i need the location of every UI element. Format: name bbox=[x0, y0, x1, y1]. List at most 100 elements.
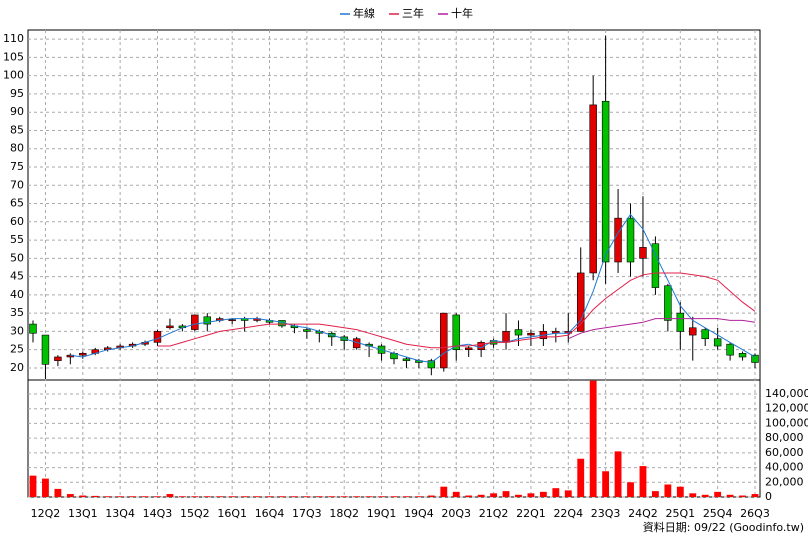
volume-bar bbox=[527, 493, 535, 497]
volume-bar bbox=[290, 496, 298, 497]
y-tick-label: 20 bbox=[10, 361, 24, 374]
volume-bar bbox=[378, 496, 385, 497]
volume-bar bbox=[353, 496, 361, 497]
legend-label: 三年 bbox=[402, 6, 424, 20]
volume-bar bbox=[340, 496, 348, 497]
candle-body bbox=[502, 331, 510, 343]
volume-bar bbox=[42, 478, 49, 497]
candle-body bbox=[166, 325, 174, 329]
volume-bar bbox=[253, 496, 261, 497]
candle-body bbox=[79, 353, 87, 356]
x-tick-label: 23Q3 bbox=[591, 507, 621, 520]
y-tick-label: 25 bbox=[10, 343, 24, 356]
volume-bar bbox=[651, 491, 659, 497]
candle-body bbox=[153, 331, 162, 343]
x-tick-label: 21Q2 bbox=[479, 507, 509, 520]
x-tick-label: 12Q2 bbox=[31, 507, 61, 520]
candle-body bbox=[191, 314, 199, 330]
candle-body bbox=[664, 285, 672, 321]
volume-bar bbox=[515, 494, 522, 497]
volume-bar bbox=[726, 494, 734, 497]
y-tick-label: 105 bbox=[3, 50, 24, 63]
candle-body bbox=[589, 104, 597, 274]
volume-bar bbox=[203, 496, 211, 497]
y-tick-label: 95 bbox=[10, 87, 24, 100]
y2-tick-label: 40,000 bbox=[765, 461, 804, 474]
volume-bar bbox=[141, 496, 149, 497]
volume-bar bbox=[178, 496, 186, 497]
x-tick-label: 20Q3 bbox=[441, 507, 471, 520]
volume-bar bbox=[104, 496, 112, 497]
x-tick-label: 16Q4 bbox=[255, 507, 285, 520]
volume-bar bbox=[415, 496, 423, 497]
volume-bar bbox=[191, 496, 199, 497]
volume-bar bbox=[216, 496, 224, 497]
candle-body bbox=[527, 332, 535, 336]
volume-bar bbox=[502, 491, 510, 497]
volume-bar bbox=[739, 495, 746, 497]
y-tick-label: 35 bbox=[10, 306, 24, 319]
ma-line bbox=[70, 213, 756, 364]
volume-bar bbox=[689, 493, 697, 497]
volume-bar bbox=[79, 495, 87, 497]
volume-bar bbox=[564, 490, 572, 497]
volume-bar bbox=[29, 475, 37, 497]
volume-bar bbox=[589, 380, 597, 497]
candle-body bbox=[726, 343, 734, 356]
volume-bar bbox=[490, 493, 498, 497]
y-tick-label: 55 bbox=[10, 233, 24, 246]
candle-body bbox=[651, 243, 660, 288]
y-tick-label: 30 bbox=[10, 324, 24, 337]
candle-body bbox=[402, 358, 411, 361]
x-tick-label: 13Q1 bbox=[68, 507, 98, 520]
candle-body bbox=[713, 338, 722, 347]
candle-body bbox=[440, 312, 448, 369]
x-tick-label: 25Q4 bbox=[703, 507, 733, 520]
volume-bar bbox=[701, 494, 709, 497]
x-tick-label: 19Q1 bbox=[367, 507, 397, 520]
volume-bar bbox=[365, 496, 373, 497]
candle-body bbox=[751, 354, 759, 363]
y-tick-label: 40 bbox=[10, 288, 24, 301]
candle-body bbox=[676, 312, 685, 332]
volume-bar bbox=[266, 496, 273, 497]
volume-bar bbox=[154, 496, 161, 497]
volume-bar bbox=[440, 486, 448, 497]
y2-tick-label: 0 bbox=[765, 490, 772, 503]
y-tick-label: 65 bbox=[10, 197, 24, 210]
x-tick-label: 26Q3 bbox=[740, 507, 770, 520]
plot-frame bbox=[27, 29, 761, 498]
volume-bar bbox=[602, 471, 610, 497]
y-tick-label: 45 bbox=[10, 270, 24, 283]
y-tick-label: 90 bbox=[10, 105, 24, 118]
volume-bar bbox=[166, 494, 174, 497]
x-tick-label: 22Q4 bbox=[553, 507, 583, 520]
y-tick-label: 60 bbox=[10, 215, 24, 228]
candle-body bbox=[228, 319, 236, 322]
volume-bar bbox=[577, 458, 585, 497]
x-tick-label: 16Q1 bbox=[217, 507, 247, 520]
y2-tick-label: 80,000 bbox=[765, 431, 804, 444]
candle-body bbox=[464, 347, 473, 350]
volume-bar bbox=[664, 484, 672, 497]
volume-bar bbox=[91, 495, 99, 497]
volume-bar bbox=[315, 496, 323, 497]
x-tick-label: 24Q2 bbox=[628, 507, 658, 520]
source-note: 資料日期: 09/22 (Goodinfo.tw) bbox=[643, 520, 804, 534]
volume-bar bbox=[66, 494, 74, 497]
y-tick-label: 110 bbox=[3, 32, 24, 45]
volume-bar bbox=[465, 495, 473, 497]
x-tick-label: 14Q3 bbox=[143, 507, 173, 520]
candle-body bbox=[738, 353, 747, 358]
volume-bar bbox=[452, 491, 460, 497]
x-tick-label: 25Q1 bbox=[665, 507, 695, 520]
volume-bar bbox=[54, 488, 62, 497]
candle-body bbox=[601, 100, 610, 263]
candle-body bbox=[203, 316, 211, 325]
volume-bar bbox=[328, 496, 336, 497]
volume-bar bbox=[390, 496, 398, 497]
candle-body bbox=[577, 272, 585, 332]
y-tick-label: 75 bbox=[10, 160, 24, 173]
volume-bar bbox=[552, 488, 560, 497]
